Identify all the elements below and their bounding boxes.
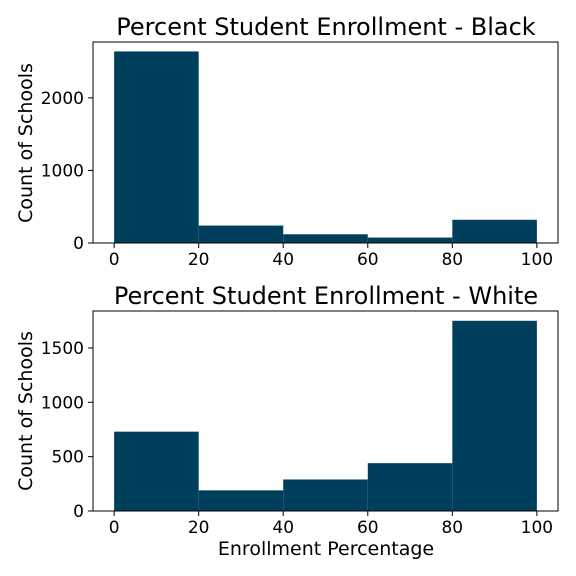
x-tick-label: 80 <box>441 518 463 538</box>
axes-frame <box>92 310 559 512</box>
x-tick-label: 100 <box>521 518 553 538</box>
subplot-black: Percent Student Enrollment - Black Count… <box>15 13 559 270</box>
y-tick-label: 500 <box>52 448 84 468</box>
x-tick-label: 0 <box>109 518 120 538</box>
histogram-bar <box>367 237 453 243</box>
y-axis-label: Count of Schools <box>15 331 37 491</box>
axes-frame <box>92 41 559 244</box>
histogram-bar <box>114 431 199 511</box>
subplot-white: Percent Student Enrollment - White Count… <box>15 282 559 560</box>
histogram-bar <box>283 234 368 243</box>
histogram-bar <box>452 320 537 511</box>
x-tick-label: 0 <box>109 250 120 270</box>
histogram-bar <box>283 479 368 511</box>
histogram-bar <box>114 51 199 243</box>
chart-title: Percent Student Enrollment - White <box>114 282 538 310</box>
histogram-bar <box>367 463 453 511</box>
x-tick-label: 60 <box>357 518 379 538</box>
histogram-bar <box>198 490 284 511</box>
y-tick-label: 1000 <box>41 393 84 413</box>
y-axis-label: Count of Schools <box>15 63 37 223</box>
y-tick-label: 0 <box>73 234 84 254</box>
y-tick-label: 1500 <box>41 339 84 359</box>
histogram-bar <box>452 219 537 243</box>
x-axis-label: Enrollment Percentage <box>218 538 434 560</box>
x-tick-label: 80 <box>441 250 463 270</box>
x-tick-label: 20 <box>188 518 210 538</box>
chart-title: Percent Student Enrollment - Black <box>116 13 535 41</box>
y-tick-label: 0 <box>73 502 84 522</box>
x-tick-label: 100 <box>521 250 553 270</box>
y-tick-label: 2000 <box>41 89 84 109</box>
x-tick-label: 40 <box>272 518 294 538</box>
y-tick-label: 1000 <box>41 161 84 181</box>
x-tick-label: 40 <box>272 250 294 270</box>
x-tick-label: 20 <box>188 250 210 270</box>
histogram-bar <box>198 225 284 243</box>
x-tick-label: 60 <box>357 250 379 270</box>
